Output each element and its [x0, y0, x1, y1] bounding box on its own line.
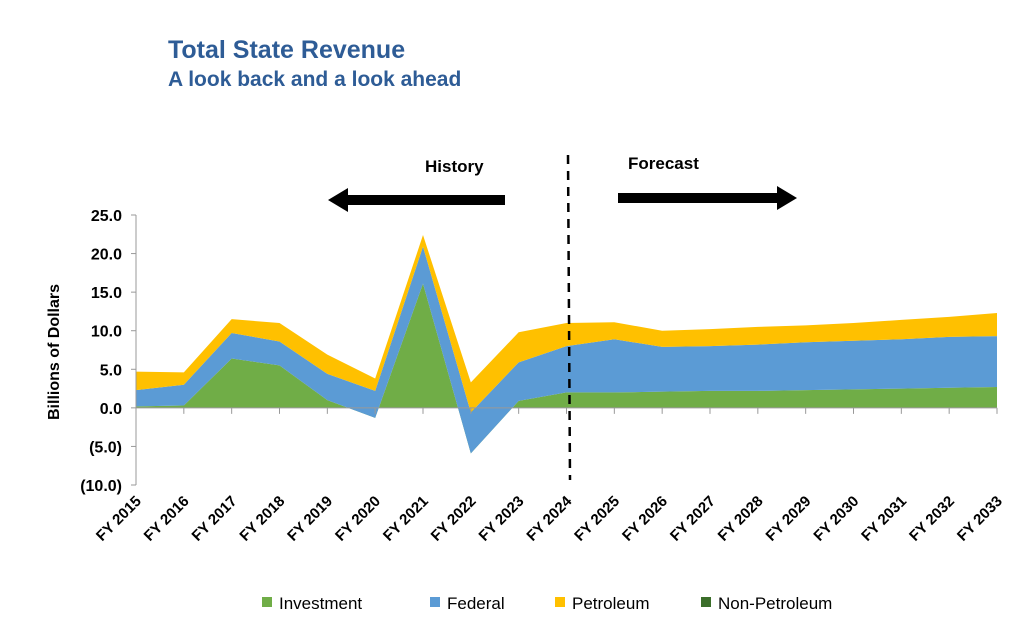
y-tick-label: (5.0)	[89, 439, 122, 456]
y-tick-label: (10.0)	[80, 478, 122, 495]
x-tick-label: FY 2021	[380, 493, 432, 545]
legend-swatch-petroleum	[555, 597, 565, 607]
annotations: History Forecast	[328, 154, 797, 481]
y-tick-label: 5.0	[100, 362, 122, 379]
x-tick-label: FY 2018	[236, 493, 288, 545]
legend-label: Federal	[447, 594, 505, 613]
x-tick-label: FY 2030	[810, 493, 862, 545]
history-label: History	[425, 157, 484, 176]
history-arrow	[328, 188, 505, 212]
area-federal	[136, 246, 997, 454]
x-tick-label: FY 2027	[667, 493, 719, 545]
x-tick-label: FY 2019	[284, 493, 336, 545]
chart-subtitle: A look back and a look ahead	[168, 68, 462, 91]
y-tick-label: 20.0	[91, 247, 122, 264]
legend-label: Investment	[279, 594, 362, 613]
legend-swatch-investment	[262, 597, 272, 607]
area-petroleum	[136, 235, 997, 413]
history-forecast-divider	[566, 154, 572, 481]
x-tick-label: FY 2023	[476, 493, 528, 545]
forecast-label: Forecast	[628, 154, 699, 173]
legend-label: Non-Petroleum	[718, 594, 832, 613]
legend-swatch-non-petroleum	[701, 597, 711, 607]
x-tick-label: FY 2029	[763, 493, 815, 545]
y-tick-label: 15.0	[91, 285, 122, 302]
x-tick-label: FY 2028	[715, 493, 767, 545]
x-tick-label: FY 2033	[954, 493, 1006, 545]
forecast-arrow	[618, 186, 797, 210]
x-tick-label: FY 2016	[141, 493, 193, 545]
legend-label: Petroleum	[572, 594, 649, 613]
y-axis-title: Billions of Dollars	[46, 284, 63, 420]
chart-title: Total State Revenue	[168, 36, 406, 64]
x-tick-label: FY 2031	[858, 493, 910, 545]
x-tick-label: FY 2025	[571, 493, 623, 545]
x-tick-label: FY 2032	[906, 493, 958, 545]
legend: Investment Federal Petroleum Non-Petroleum	[262, 594, 832, 613]
x-tick-label: FY 2015	[93, 493, 145, 545]
x-tick-label: FY 2026	[619, 493, 671, 545]
areas	[136, 235, 997, 454]
x-tick-label: FY 2024	[523, 492, 575, 544]
x-tick-label: FY 2017	[189, 493, 241, 545]
x-tick-label: FY 2020	[332, 493, 384, 545]
x-tick-label: FY 2022	[428, 493, 480, 545]
legend-swatch-federal	[430, 597, 440, 607]
y-tick-label: 25.0	[91, 208, 122, 225]
y-tick-label: 0.0	[100, 401, 122, 418]
y-tick-label: 10.0	[91, 324, 122, 341]
